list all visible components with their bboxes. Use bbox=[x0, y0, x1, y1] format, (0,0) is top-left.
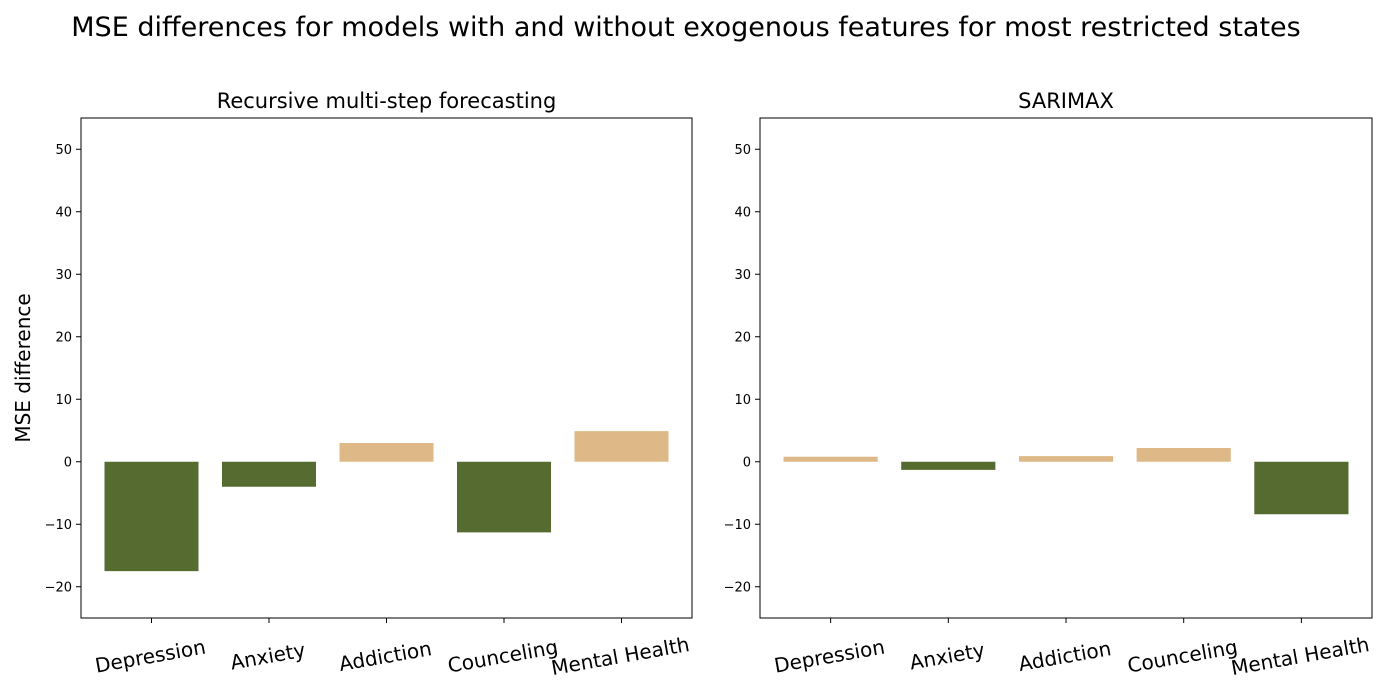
panel-2-frame bbox=[759, 117, 1373, 619]
panel-1-title: Recursive multi-step forecasting bbox=[217, 89, 557, 113]
bar-addiction bbox=[1018, 456, 1114, 462]
bar-addiction bbox=[339, 443, 434, 462]
y-tick-label: 40 bbox=[55, 205, 72, 220]
x-tick-label: Depression bbox=[772, 635, 886, 678]
panel-2-title: SARIMAX bbox=[1018, 89, 1114, 113]
y-tick-label: 30 bbox=[55, 268, 72, 283]
y-axis-label: MSE difference bbox=[11, 293, 35, 442]
y-tick-label: −20 bbox=[724, 580, 751, 595]
bar-anxiety bbox=[222, 461, 316, 487]
x-tick-label: Depression bbox=[93, 635, 207, 678]
bar-depression bbox=[104, 461, 199, 572]
bar-mental-health bbox=[574, 431, 669, 462]
y-tick-label: 0 bbox=[64, 455, 72, 470]
y-tick-label: 50 bbox=[734, 143, 751, 158]
bar-mental-health bbox=[1254, 461, 1349, 515]
panel-2: SARIMAX −20 −10 0 10 20 30 40 50 Depression Anxiet… bbox=[724, 89, 1373, 680]
x-tick-label: Counceling bbox=[1126, 635, 1240, 678]
x-tick-label: Counceling bbox=[446, 635, 560, 678]
y-tick-label: 0 bbox=[743, 455, 751, 470]
y-tick-label: −10 bbox=[45, 518, 72, 533]
bar-depression bbox=[783, 456, 878, 462]
y-tick-label: 50 bbox=[55, 143, 72, 158]
y-tick-label: 40 bbox=[734, 205, 751, 220]
bar-counceling bbox=[457, 461, 551, 533]
x-tick-label: Mental Health bbox=[1229, 632, 1371, 680]
y-tick-label: 10 bbox=[734, 393, 751, 408]
panel-1: Recursive multi-step forecasting −20 −10 0 1… bbox=[45, 89, 693, 680]
x-tick-label: Anxiety bbox=[908, 638, 987, 675]
figure-title: MSE differences for models with and with… bbox=[71, 12, 1300, 43]
panels: Recursive multi-step forecasting −20 −10 0 1… bbox=[45, 89, 1373, 680]
bar-counceling bbox=[1136, 448, 1231, 462]
y-tick-label: 30 bbox=[734, 268, 751, 283]
y-tick-label: 10 bbox=[55, 393, 72, 408]
x-tick-label: Anxiety bbox=[228, 638, 307, 675]
x-tick-label: Mental Health bbox=[549, 632, 691, 680]
bar-anxiety bbox=[901, 461, 996, 470]
x-tick-label: Addiction bbox=[1017, 636, 1113, 676]
x-tick-label: Addiction bbox=[337, 636, 433, 676]
y-tick-label: −10 bbox=[724, 518, 751, 533]
y-tick-label: −20 bbox=[45, 580, 72, 595]
y-tick-label: 20 bbox=[734, 330, 751, 345]
y-tick-label: 20 bbox=[55, 330, 72, 345]
